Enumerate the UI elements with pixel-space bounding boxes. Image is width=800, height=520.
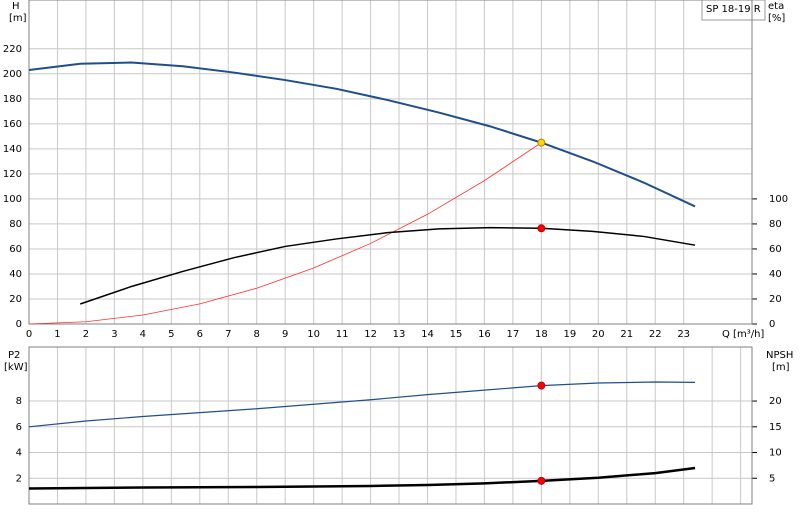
- y2-axis-label: NPSH: [766, 350, 793, 361]
- y2-tick-label: 0: [769, 319, 775, 330]
- y-tick-label: 6: [16, 422, 22, 433]
- y2-tick-label: 5: [769, 473, 775, 484]
- y2-tick-label: 20: [769, 396, 782, 407]
- x-tick-label: 17: [507, 329, 520, 340]
- x-tick-label: 4: [140, 329, 146, 340]
- y-tick-label: 20: [9, 294, 22, 305]
- y2-tick-label: 15: [769, 422, 782, 433]
- x-tick-label: 19: [563, 329, 576, 340]
- x-tick-label: 12: [364, 329, 377, 340]
- y2-axis-unit: [m]: [772, 362, 790, 373]
- y-tick-label: 120: [3, 169, 22, 180]
- y2-tick-label: 40: [769, 269, 782, 280]
- y2-tick-label: 100: [769, 194, 788, 205]
- y-tick-label: 100: [3, 194, 22, 205]
- y2-axis-label: eta: [768, 1, 784, 12]
- operating-point: [537, 476, 546, 485]
- x-tick-label: 7: [225, 329, 231, 340]
- y2-tick-label: 80: [769, 219, 782, 230]
- x-tick-label: 10: [307, 329, 320, 340]
- y2-tick-label: 60: [769, 244, 782, 255]
- y-axis-label: P2: [8, 350, 20, 361]
- y-tick-label: 2: [16, 473, 22, 484]
- y-tick-label: 180: [3, 94, 22, 105]
- plot-frame: [28, 0, 753, 325]
- y-tick-label: 60: [9, 244, 22, 255]
- chart-title: SP 18-19 R: [706, 4, 761, 15]
- y-tick-label: 40: [9, 269, 22, 280]
- y2-tick-label: 10: [769, 448, 782, 459]
- y-tick-label: 140: [3, 144, 22, 155]
- y2-tick-label: 20: [769, 294, 782, 305]
- curve: [28, 381, 696, 428]
- x-tick-label: 2: [83, 329, 89, 340]
- title-box: [701, 0, 766, 21]
- x-tick-label: 6: [197, 329, 203, 340]
- y-tick-label: 160: [3, 119, 22, 130]
- y2-axis-unit: [%]: [768, 13, 785, 24]
- y-tick-label: 0: [16, 319, 22, 330]
- x-tick-label: 14: [421, 329, 434, 340]
- x-tick-label: 11: [336, 329, 349, 340]
- operating-point: [537, 381, 546, 390]
- x-tick-label: 15: [450, 329, 463, 340]
- x-tick-label: 13: [393, 329, 406, 340]
- curve: [28, 466, 696, 490]
- y-tick-label: 8: [16, 396, 22, 407]
- x-tick-label: 3: [111, 329, 117, 340]
- x-tick-label: 1: [54, 329, 60, 340]
- x-tick-label: 22: [649, 329, 662, 340]
- y-tick-label: 220: [3, 44, 22, 55]
- operating-point: [537, 224, 546, 233]
- y-axis-label: H: [12, 1, 20, 12]
- x-tick-label: 5: [168, 329, 174, 340]
- operating-point: [537, 138, 546, 147]
- y-axis-unit: [m]: [9, 13, 27, 24]
- x-tick-label: 23: [677, 329, 690, 340]
- y-tick-label: 4: [16, 448, 22, 459]
- x-tick-label: 9: [282, 329, 288, 340]
- y-tick-label: 200: [3, 69, 22, 80]
- curve: [79, 226, 696, 305]
- x-tick-label: 0: [26, 329, 32, 340]
- y-axis-unit: [kW]: [4, 362, 28, 373]
- x-tick-label: 8: [254, 329, 260, 340]
- x-tick-label: 21: [620, 329, 633, 340]
- x-tick-label: 18: [535, 329, 548, 340]
- curve: [28, 61, 696, 208]
- x-tick-label: 16: [478, 329, 491, 340]
- x-axis-label: Q [m³/h]: [722, 329, 764, 340]
- y-tick-label: 80: [9, 219, 22, 230]
- curve: [28, 142, 542, 325]
- x-tick-label: 20: [592, 329, 605, 340]
- plot-frame: [28, 346, 753, 505]
